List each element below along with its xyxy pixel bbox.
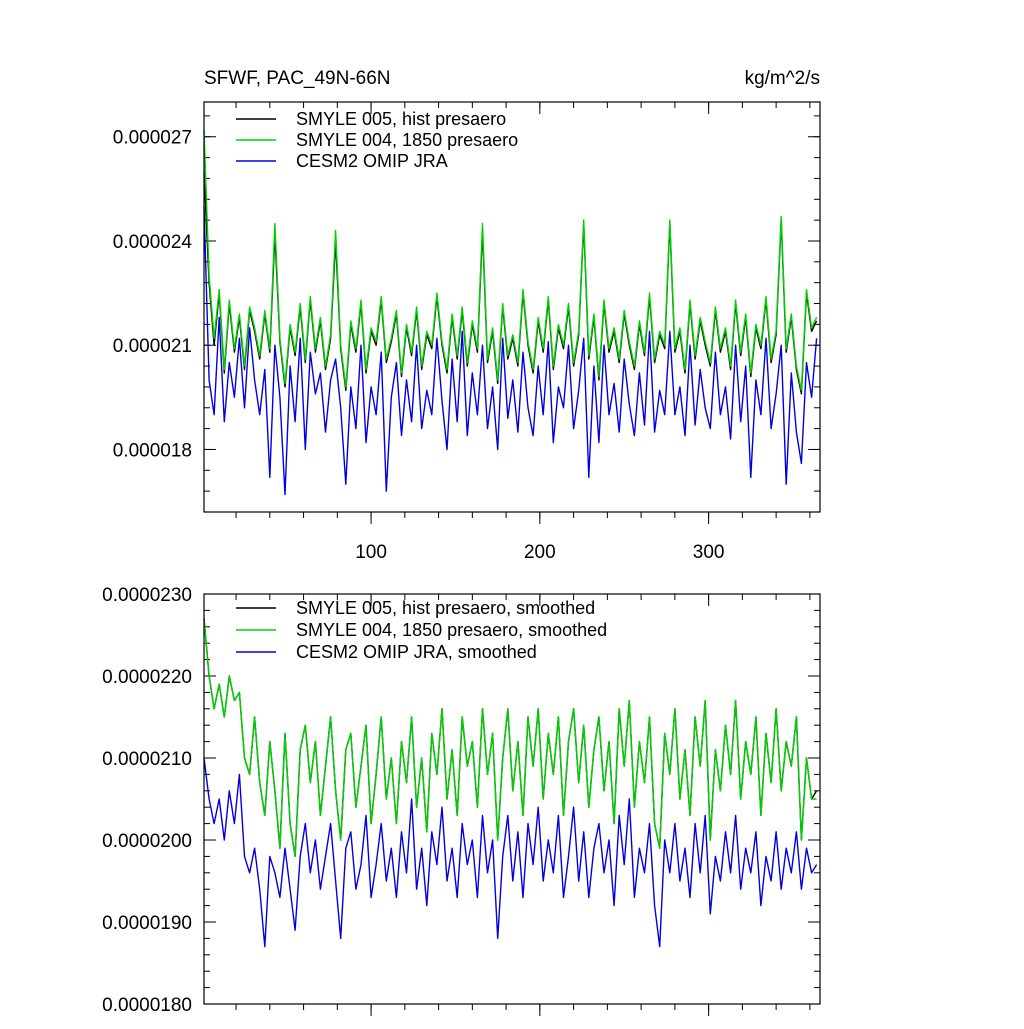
- x-tick-label: 300: [693, 542, 725, 563]
- axis-ticks-bottom: [204, 593, 820, 1016]
- y-tick-label: 0.0000180: [102, 995, 192, 1016]
- legend-label: SMYLE 005, hist presaero: [296, 109, 506, 129]
- y-tick-label: 0.0000210: [102, 749, 192, 770]
- y-tick-labels-bottom: 0.0000180 0.0000190 0.0000200 0.0000210 0.00…: [102, 585, 192, 1016]
- axis-ticks-top: [204, 102, 820, 524]
- series-line-3: [203, 206, 818, 496]
- y-tick-label: 0.000027: [113, 128, 192, 149]
- series-lines-bottom: [203, 618, 818, 948]
- x-tick-label: 100: [355, 542, 387, 563]
- y-tick-label: 0.0000190: [102, 913, 192, 934]
- panel-smoothed: 0.0000180 0.0000190 0.0000200 0.0000210 0.00…: [102, 585, 821, 1016]
- y-tick-label: 0.000018: [113, 440, 192, 461]
- y-tick-labels-top: 0.000018 0.000021 0.000024 0.000027: [113, 128, 193, 462]
- series-line-2: [203, 618, 817, 858]
- y-tick-label: 0.0000220: [102, 667, 192, 688]
- plot-frame-bottom: [203, 593, 821, 1005]
- legend-label: CESM2 OMIP JRA, smoothed: [296, 642, 537, 662]
- x-tick-labels-top: 100 200 300: [355, 542, 724, 563]
- chart-title: SFWF, PAC_49N-66N: [204, 68, 391, 89]
- legend-bottom: SMYLE 005, hist presaero, smoothedSMYLE …: [236, 598, 607, 662]
- x-tick-label: 200: [524, 542, 556, 563]
- series-line-3: [203, 757, 818, 948]
- y-tick-label: 0.0000200: [102, 831, 192, 852]
- y-tick-label: 0.0000230: [102, 585, 192, 606]
- units-label: kg/m^2/s: [745, 68, 820, 89]
- panel-daily: SFWF, PAC_49N-66N kg/m^2/s 0.0000180.000…: [113, 68, 821, 563]
- series-line-2: [203, 129, 818, 392]
- y-tick-label: 0.000024: [113, 232, 193, 253]
- legend-label: SMYLE 005, hist presaero, smoothed: [296, 598, 595, 618]
- legend-label: SMYLE 004, 1850 presaero: [296, 130, 518, 150]
- y-tick-label: 0.000021: [113, 336, 192, 357]
- plot-frame-top: [203, 101, 821, 513]
- series-lines-top: [203, 129, 818, 496]
- legend-label: CESM2 OMIP JRA: [296, 151, 448, 171]
- legend-label: SMYLE 004, 1850 presaero, smoothed: [296, 620, 607, 640]
